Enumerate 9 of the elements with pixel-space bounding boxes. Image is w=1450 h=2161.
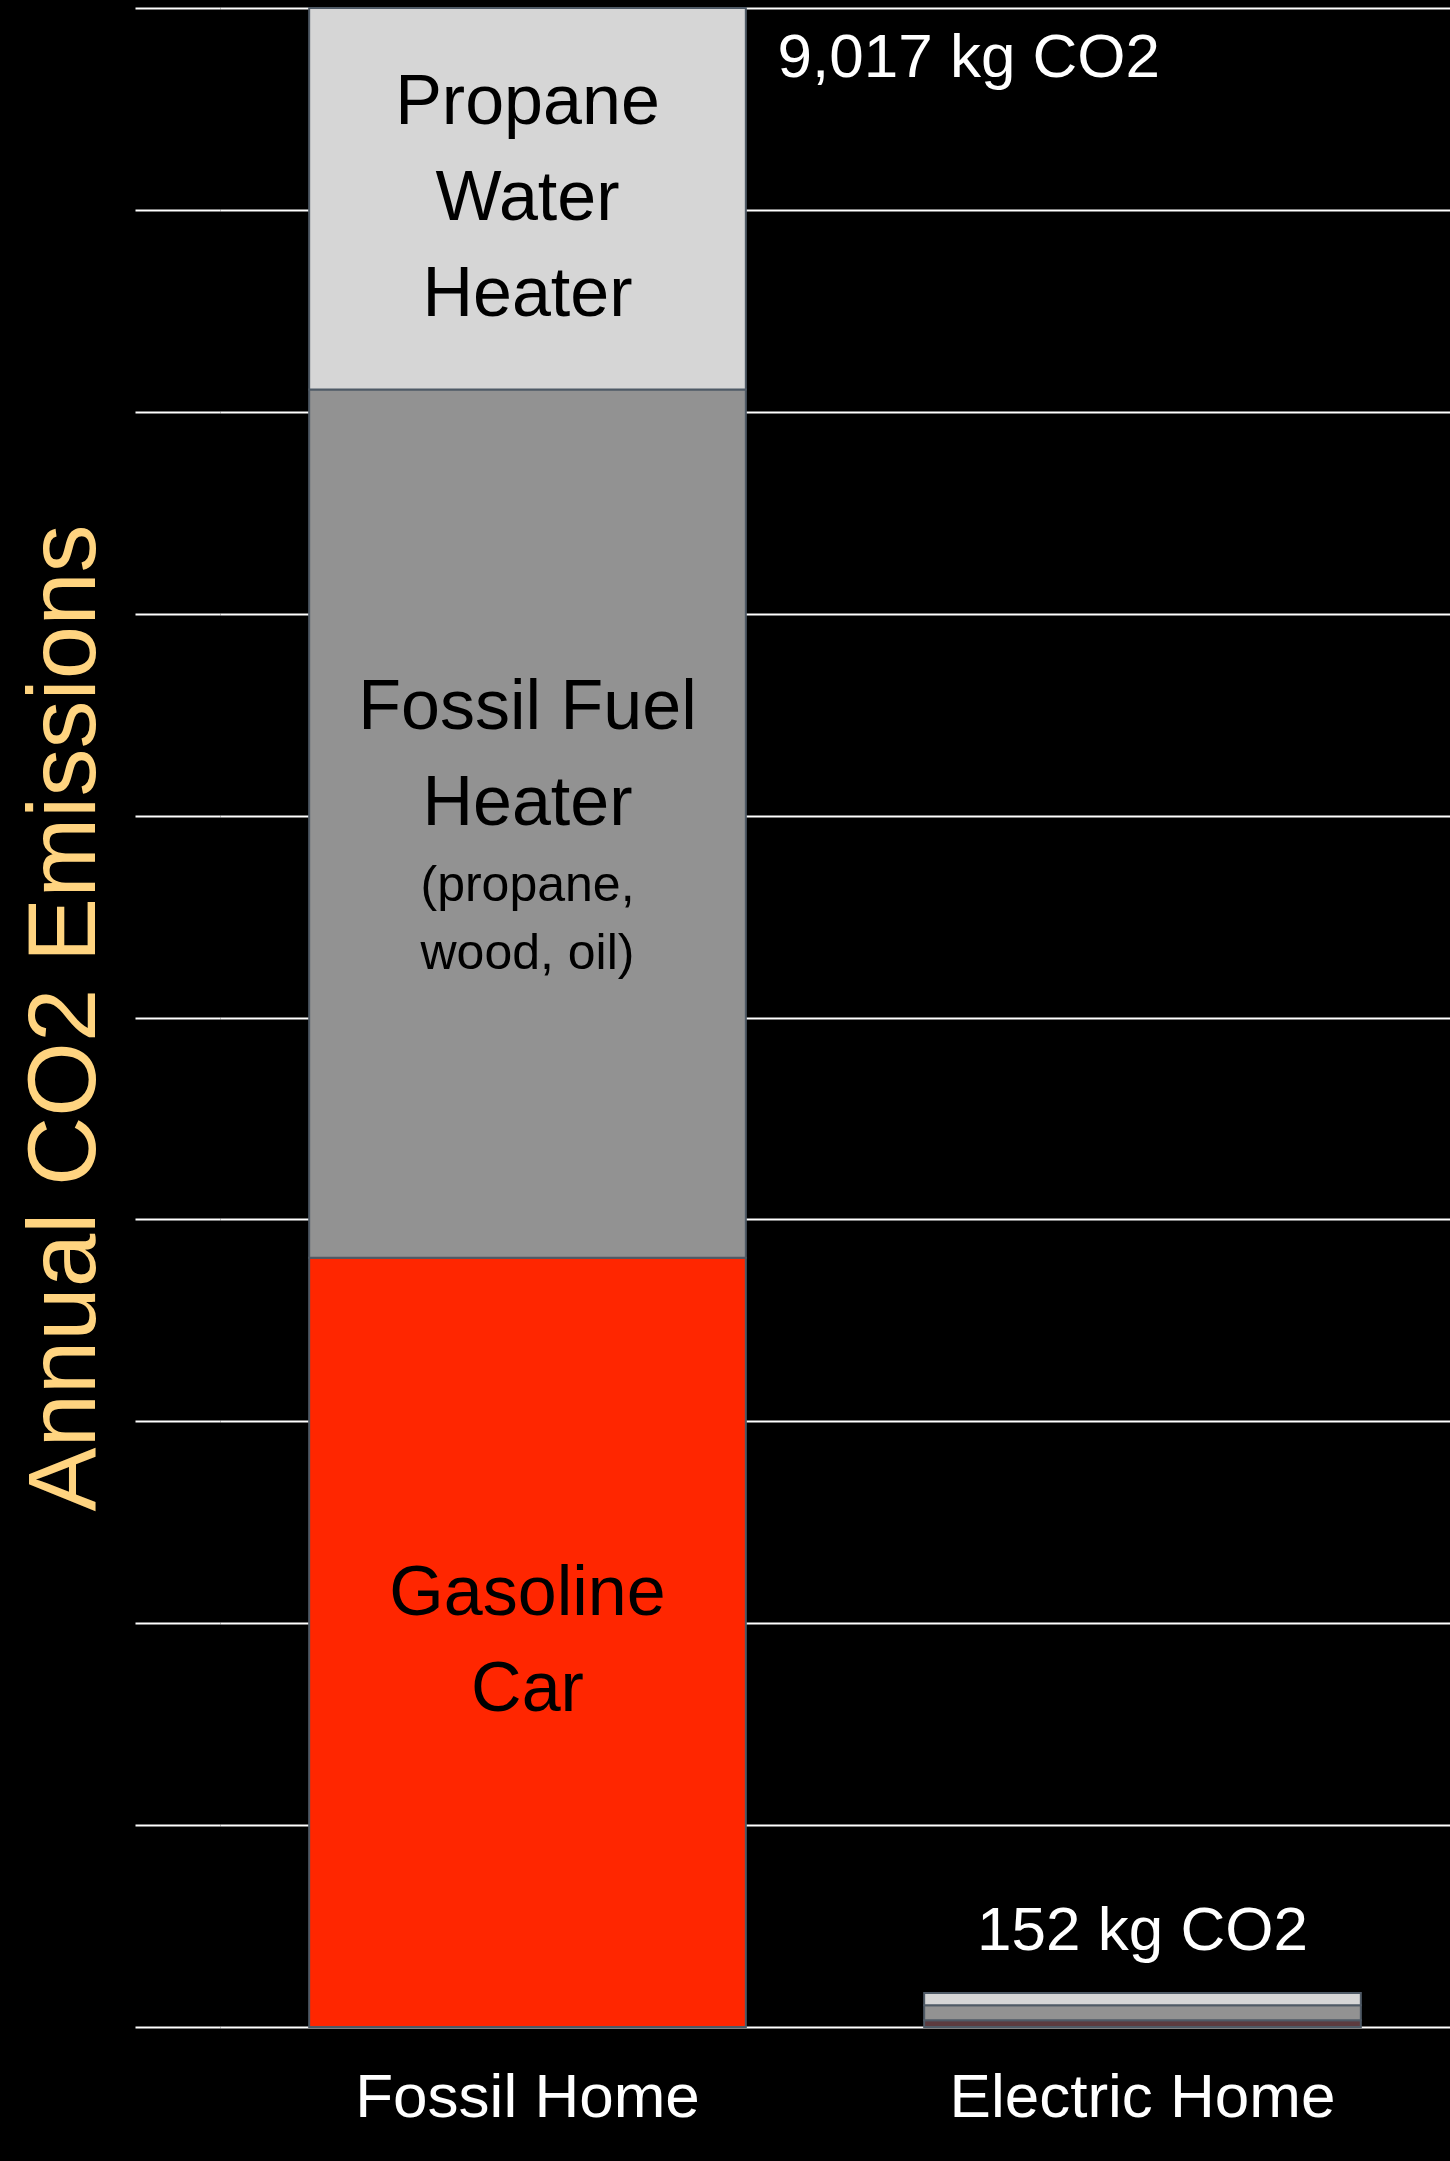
series-label: Propane Water Heater (395, 60, 660, 331)
total-label: 9,017 kg CO2 (777, 21, 1161, 90)
x-tick-label: Electric Home (949, 2060, 1336, 2130)
y-axis-title: Annual CO2 Emissions (7, 524, 115, 1512)
series-label: Gasoline Car (389, 1552, 666, 1727)
total-label: 152 kg CO2 (977, 1894, 1308, 1964)
series-label: Fossil Fuel Heater (358, 665, 697, 840)
x-tick-label: Fossil Home (355, 2060, 700, 2130)
annotation: (propane, wood, oil) (419, 855, 635, 980)
